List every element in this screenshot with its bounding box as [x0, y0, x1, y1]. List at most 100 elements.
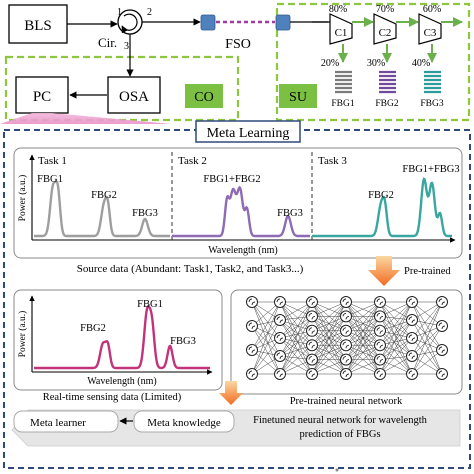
nn-node [340, 339, 352, 352]
bottom-dot [335, 468, 339, 472]
nn-node [374, 368, 386, 380]
realtime-caption: Real-time sensing data (Limited) [43, 392, 182, 403]
nn-node [406, 296, 418, 308]
nn-node-swirl [342, 327, 350, 334]
nn-edge [411, 337, 443, 375]
coupler-c3: C3 60% 40% [412, 4, 442, 69]
pc-label: PC [33, 89, 51, 105]
nn-node [306, 353, 318, 366]
nn-node [436, 368, 448, 380]
nn-node [306, 368, 318, 380]
source-y-label: Power (a.u.) [17, 175, 28, 222]
nn-node-swirl [276, 316, 284, 324]
nn-node [340, 310, 352, 323]
nn-node-swirl [248, 322, 256, 330]
c2-pass: 70% [376, 4, 394, 15]
nn-node [436, 320, 448, 332]
c3-tap: 40% [412, 58, 430, 69]
nn-node [406, 350, 418, 362]
nn-node-swirl [342, 341, 350, 349]
nn-edge [345, 345, 381, 375]
nn-node-swirl [276, 352, 284, 360]
nn-edge [279, 301, 313, 321]
finetuned-line2: prediction of FBGs [299, 429, 380, 440]
nn-node [340, 296, 352, 308]
nn-node-swirl [276, 298, 284, 306]
pc-box [15, 76, 69, 114]
nn-edge [279, 345, 313, 375]
realtime-peak-fbg3: FBG3 [170, 336, 196, 347]
realtime-panel [13, 289, 223, 391]
nn-edge [411, 325, 443, 357]
nn-node-swirl [276, 334, 284, 342]
c3-pass: 60% [423, 4, 441, 15]
source-x-label: Wavelength (nm) [208, 245, 277, 256]
realtime-x-label: Wavelength (nm) [87, 376, 156, 387]
meta-knowledge-label: Meta knowledge [147, 417, 221, 429]
nn-edge [411, 301, 443, 357]
nn-node-swirl [342, 370, 350, 378]
nn-edge [279, 337, 313, 375]
nn-node [406, 332, 418, 344]
fbg2-grating-icon [379, 70, 396, 94]
meta-title-box [195, 120, 301, 143]
fbg3-label: FBG3 [420, 99, 443, 109]
nn-node [246, 296, 258, 308]
c2-label: C2 [379, 27, 392, 39]
nn-edge [379, 301, 413, 357]
nn-node [306, 310, 318, 323]
pretrained-arrow-icon [368, 256, 400, 286]
su-label: SU [289, 90, 307, 105]
nn-node [374, 339, 386, 352]
nn-edge [251, 349, 281, 375]
task1-peak-fbg2: FBG2 [91, 190, 117, 201]
nn-edge [345, 359, 381, 375]
nn-edge [311, 301, 347, 317]
nn-node [374, 310, 386, 323]
nn-edge [345, 301, 381, 375]
finetuned-line1: Finetuned neural network for wavelength [253, 415, 428, 426]
meta-learning-section: Meta Learning Power (a.u.) Wavelength (n… [3, 120, 471, 469]
nn-node [306, 339, 318, 352]
osa-box [107, 76, 161, 114]
nn-node [374, 296, 386, 308]
nn-node [274, 314, 286, 326]
nn-node [374, 353, 386, 366]
c1-pass: 80% [329, 4, 347, 15]
optical-system: BLS 1 2 3 Cir. OSA PC CO FSO [4, 2, 471, 122]
nn-node [436, 344, 448, 356]
nn-edge [411, 349, 443, 375]
nn-edge [411, 319, 443, 375]
source-panel [13, 147, 463, 259]
co-label: CO [194, 90, 213, 105]
nn-edge [311, 301, 347, 375]
su-badge [279, 84, 317, 108]
meta-knowledge-box [133, 410, 235, 433]
task3-label: Task 3 [318, 155, 347, 167]
task3-peak-fbg2: FBG2 [368, 190, 394, 201]
nn-node-swirl [408, 316, 416, 324]
task3-peak-fbg13: FBG1+FBG3 [402, 164, 459, 175]
port2-label: 2 [147, 7, 152, 18]
nn-edge [311, 301, 347, 360]
task1-peak-fbg1: FBG1 [37, 174, 63, 185]
nn-edge [379, 319, 413, 375]
nn-node [274, 296, 286, 308]
meta-learner-label: Meta learner [30, 417, 86, 429]
meta-learner-box [13, 410, 119, 433]
nn-node [246, 344, 258, 356]
nn-node-swirl [342, 298, 350, 306]
nn-edge [311, 359, 347, 375]
nn-edge [379, 337, 413, 360]
nn-node [374, 324, 386, 337]
task2-label: Task 2 [178, 155, 207, 167]
task2-peak-fbg12: FBG1+FBG2 [203, 174, 260, 185]
nn-node [406, 368, 418, 380]
nn-node [274, 350, 286, 362]
nn-edge [345, 301, 381, 360]
nn-edge [379, 330, 413, 357]
fbg2-label: FBG2 [375, 99, 398, 109]
nn-node-swirl [438, 298, 446, 306]
nn-edge [411, 301, 443, 339]
nn-edge [379, 316, 413, 339]
